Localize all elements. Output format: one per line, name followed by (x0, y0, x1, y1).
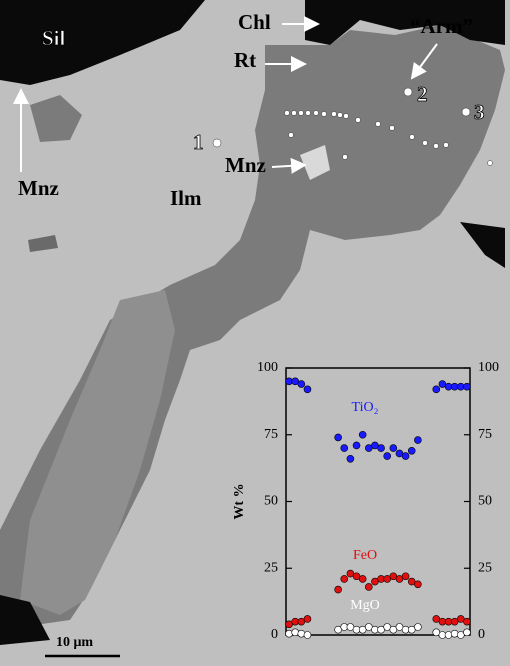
label: “Arm” (410, 14, 473, 38)
data-point (408, 447, 415, 454)
data-point (365, 583, 372, 590)
data-point (347, 455, 354, 462)
label: Mnz (18, 176, 59, 200)
label: Mnz (225, 153, 266, 177)
label: 3 (474, 100, 485, 124)
data-point (433, 386, 440, 393)
data-point (335, 586, 342, 593)
data-point (286, 630, 293, 637)
y-axis-label: Wt % (232, 483, 247, 519)
data-point (463, 618, 470, 625)
data-point (341, 445, 348, 452)
y2-tick-label: 50 (478, 494, 492, 509)
data-point (304, 615, 311, 622)
y2-tick-label: 100 (478, 360, 499, 375)
series-label: FeO (353, 548, 377, 563)
y2-tick-label: 75 (478, 427, 492, 442)
y-tick-label: 50 (264, 494, 278, 509)
label: Rt (234, 48, 256, 72)
data-point (292, 629, 299, 636)
data-point (414, 437, 421, 444)
micrograph: Sil Chl Rt “Arm” 2 3 1 Mnz Ilm Mnz 10 μm… (0, 0, 510, 666)
label: 2 (417, 82, 428, 106)
data-point (463, 383, 470, 390)
data-point (402, 573, 409, 580)
data-point (463, 629, 470, 636)
data-point (341, 575, 348, 582)
series-label: MgO (350, 598, 380, 613)
y-tick-label: 75 (264, 427, 278, 442)
label: 1 (193, 130, 204, 154)
data-point (402, 453, 409, 460)
y2-tick-label: 25 (478, 560, 492, 575)
data-point (390, 445, 397, 452)
data-point (378, 445, 385, 452)
data-point (445, 632, 452, 639)
data-point (451, 630, 458, 637)
data-point (414, 581, 421, 588)
data-point (359, 575, 366, 582)
y-tick-label: 100 (257, 360, 278, 375)
y-tick-label: 25 (264, 560, 278, 575)
data-point (353, 442, 360, 449)
data-point (304, 386, 311, 393)
label: Ilm (170, 186, 202, 210)
data-point (359, 431, 366, 438)
y2-tick-label: 0 (478, 627, 485, 642)
label: Sil (42, 26, 66, 50)
series-label: TiO₂ (352, 400, 379, 415)
y-tick-label: 0 (271, 627, 278, 642)
data-point (304, 632, 311, 639)
data-point (414, 623, 421, 630)
scale-label: 10 μm (56, 635, 93, 650)
data-point (298, 381, 305, 388)
label: Chl (238, 10, 271, 34)
data-point (298, 630, 305, 637)
data-point (335, 434, 342, 441)
data-point (384, 453, 391, 460)
